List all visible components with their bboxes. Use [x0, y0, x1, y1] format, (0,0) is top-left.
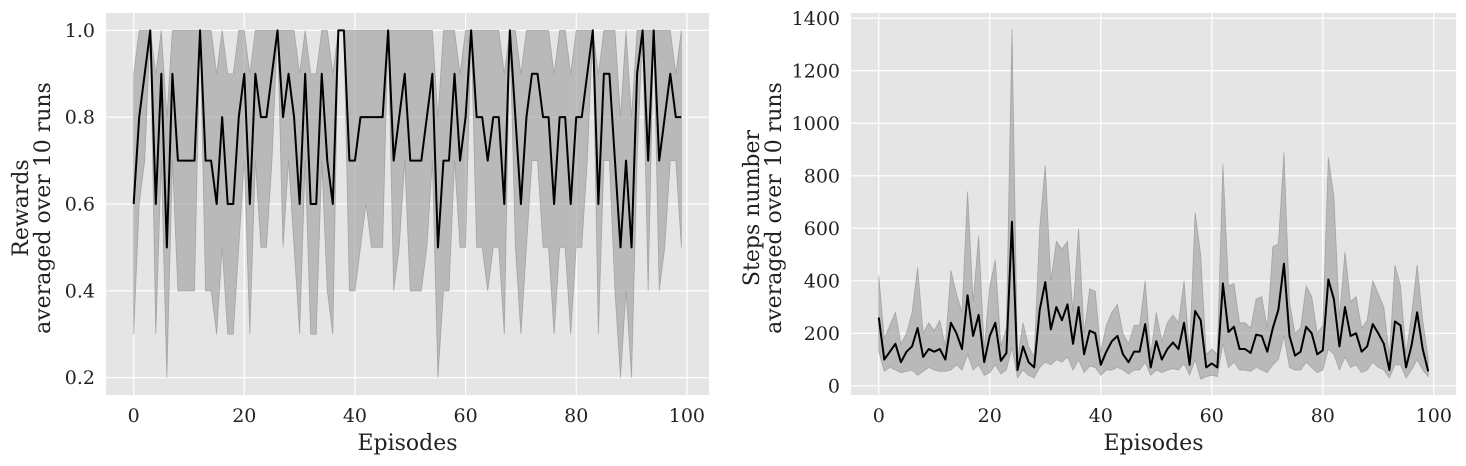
- rewards-x-tick-label: 40: [343, 405, 367, 427]
- rewards-x-tick-label: 80: [564, 405, 588, 427]
- rewards-x-tick: 0: [128, 405, 140, 427]
- steps-y-tick-label: 600: [804, 218, 840, 240]
- steps-x-tick: 80: [1311, 405, 1335, 427]
- rewards-y-tick-label: 0.2: [65, 367, 95, 389]
- steps-y-tick: 400: [804, 270, 840, 292]
- steps-mean-line: [877, 220, 1430, 372]
- steps-chart-svg: 0 20 40 60 80 1000200400600800100012001400Epi…: [740, 8, 1456, 456]
- rewards-y-tick: 1.0: [65, 20, 95, 42]
- rewards-y-tick-label: 1.0: [65, 20, 95, 42]
- steps-chart: 0 20 40 60 80 100 0 200 400 600 800 1000 1200 1400 Epi…: [733, 0, 1466, 466]
- rewards-x-tick: 40: [343, 405, 367, 427]
- rewards-chart: 0 20 40 60 80 100 0.2 0.4 0.6 0.8 1.0 Episodes Rewar…: [9, 13, 709, 456]
- rewards-x-tick: 20: [232, 405, 256, 427]
- steps-x-tick: 40: [1089, 405, 1113, 427]
- rewards-y-tick-label: 0.4: [65, 280, 95, 302]
- rewards-y-tick: 0.8: [65, 107, 95, 129]
- steps-y-axis-label-line: Steps number: [740, 129, 765, 286]
- rewards-y-axis-label-line: averaged over 10 runs: [31, 82, 56, 334]
- rewards-x-tick: 80: [564, 405, 588, 427]
- steps-y-tick-label: 200: [804, 323, 840, 345]
- rewards-x-tick-label: 60: [453, 405, 477, 427]
- rewards-chart-svg: 0 20 40 60 80 100 0.2 0.4 0.6 0.8 1.0 Episodes Rewar…: [9, 13, 709, 456]
- rewards-mean-line: [132, 29, 682, 249]
- rewards-x-tick-label: 100: [669, 405, 705, 427]
- rewards-y-tick-label: 0.6: [65, 194, 95, 216]
- rewards-y-tick: 0.4: [65, 280, 95, 302]
- steps-y-tick-label: 800: [804, 165, 840, 187]
- steps-x-tick: 0: [873, 405, 885, 427]
- steps-y-tick-label: 400: [804, 270, 840, 292]
- steps-x-tick: 100: [1416, 405, 1452, 427]
- steps-x-tick-label: 100: [1416, 405, 1452, 427]
- steps-y-tick-label: 1400: [792, 8, 840, 30]
- steps-x-tick-label: 20: [978, 405, 1002, 427]
- steps-y-tick: 1200: [792, 60, 840, 82]
- steps-y-tick: 0: [828, 375, 840, 397]
- rewards-x-tick-label: 0: [128, 405, 140, 427]
- rewards-x-tick: 60: [453, 405, 477, 427]
- steps-confidence-band: [878, 28, 1429, 380]
- steps-y-tick: 600: [804, 218, 840, 240]
- steps-y-tick: 200: [804, 323, 840, 345]
- steps-x-axis-label: Episodes: [1103, 431, 1203, 456]
- steps-y-tick-label: 1200: [792, 60, 840, 82]
- rewards-y-tick-label: 0.8: [65, 107, 95, 129]
- rewards-x-tick: 100: [669, 405, 705, 427]
- rewards-y-tick: 0.2: [65, 367, 95, 389]
- rewards-x-axis-label: Episodes: [357, 431, 457, 456]
- steps-y-tick-label: 0: [828, 375, 840, 397]
- steps-y-tick: 800: [804, 165, 840, 187]
- steps-x-tick-label: 80: [1311, 405, 1335, 427]
- rewards-y-axis-label-line: Rewards: [9, 159, 34, 256]
- steps-x-tick: 60: [1200, 405, 1224, 427]
- steps-y-tick-label: 1000: [792, 113, 840, 135]
- steps-x-tick-label: 60: [1200, 405, 1224, 427]
- steps-x-tick: 20: [978, 405, 1002, 427]
- steps-x-tick-label: 0: [873, 405, 885, 427]
- steps-y-tick: 1000: [792, 113, 840, 135]
- rewards-x-tick-label: 20: [232, 405, 256, 427]
- rewards-y-tick: 0.6: [65, 194, 95, 216]
- steps-y-tick: 1400: [792, 8, 840, 30]
- steps-y-axis-label-line: averaged over 10 runs: [762, 82, 787, 334]
- steps-x-tick-label: 40: [1089, 405, 1113, 427]
